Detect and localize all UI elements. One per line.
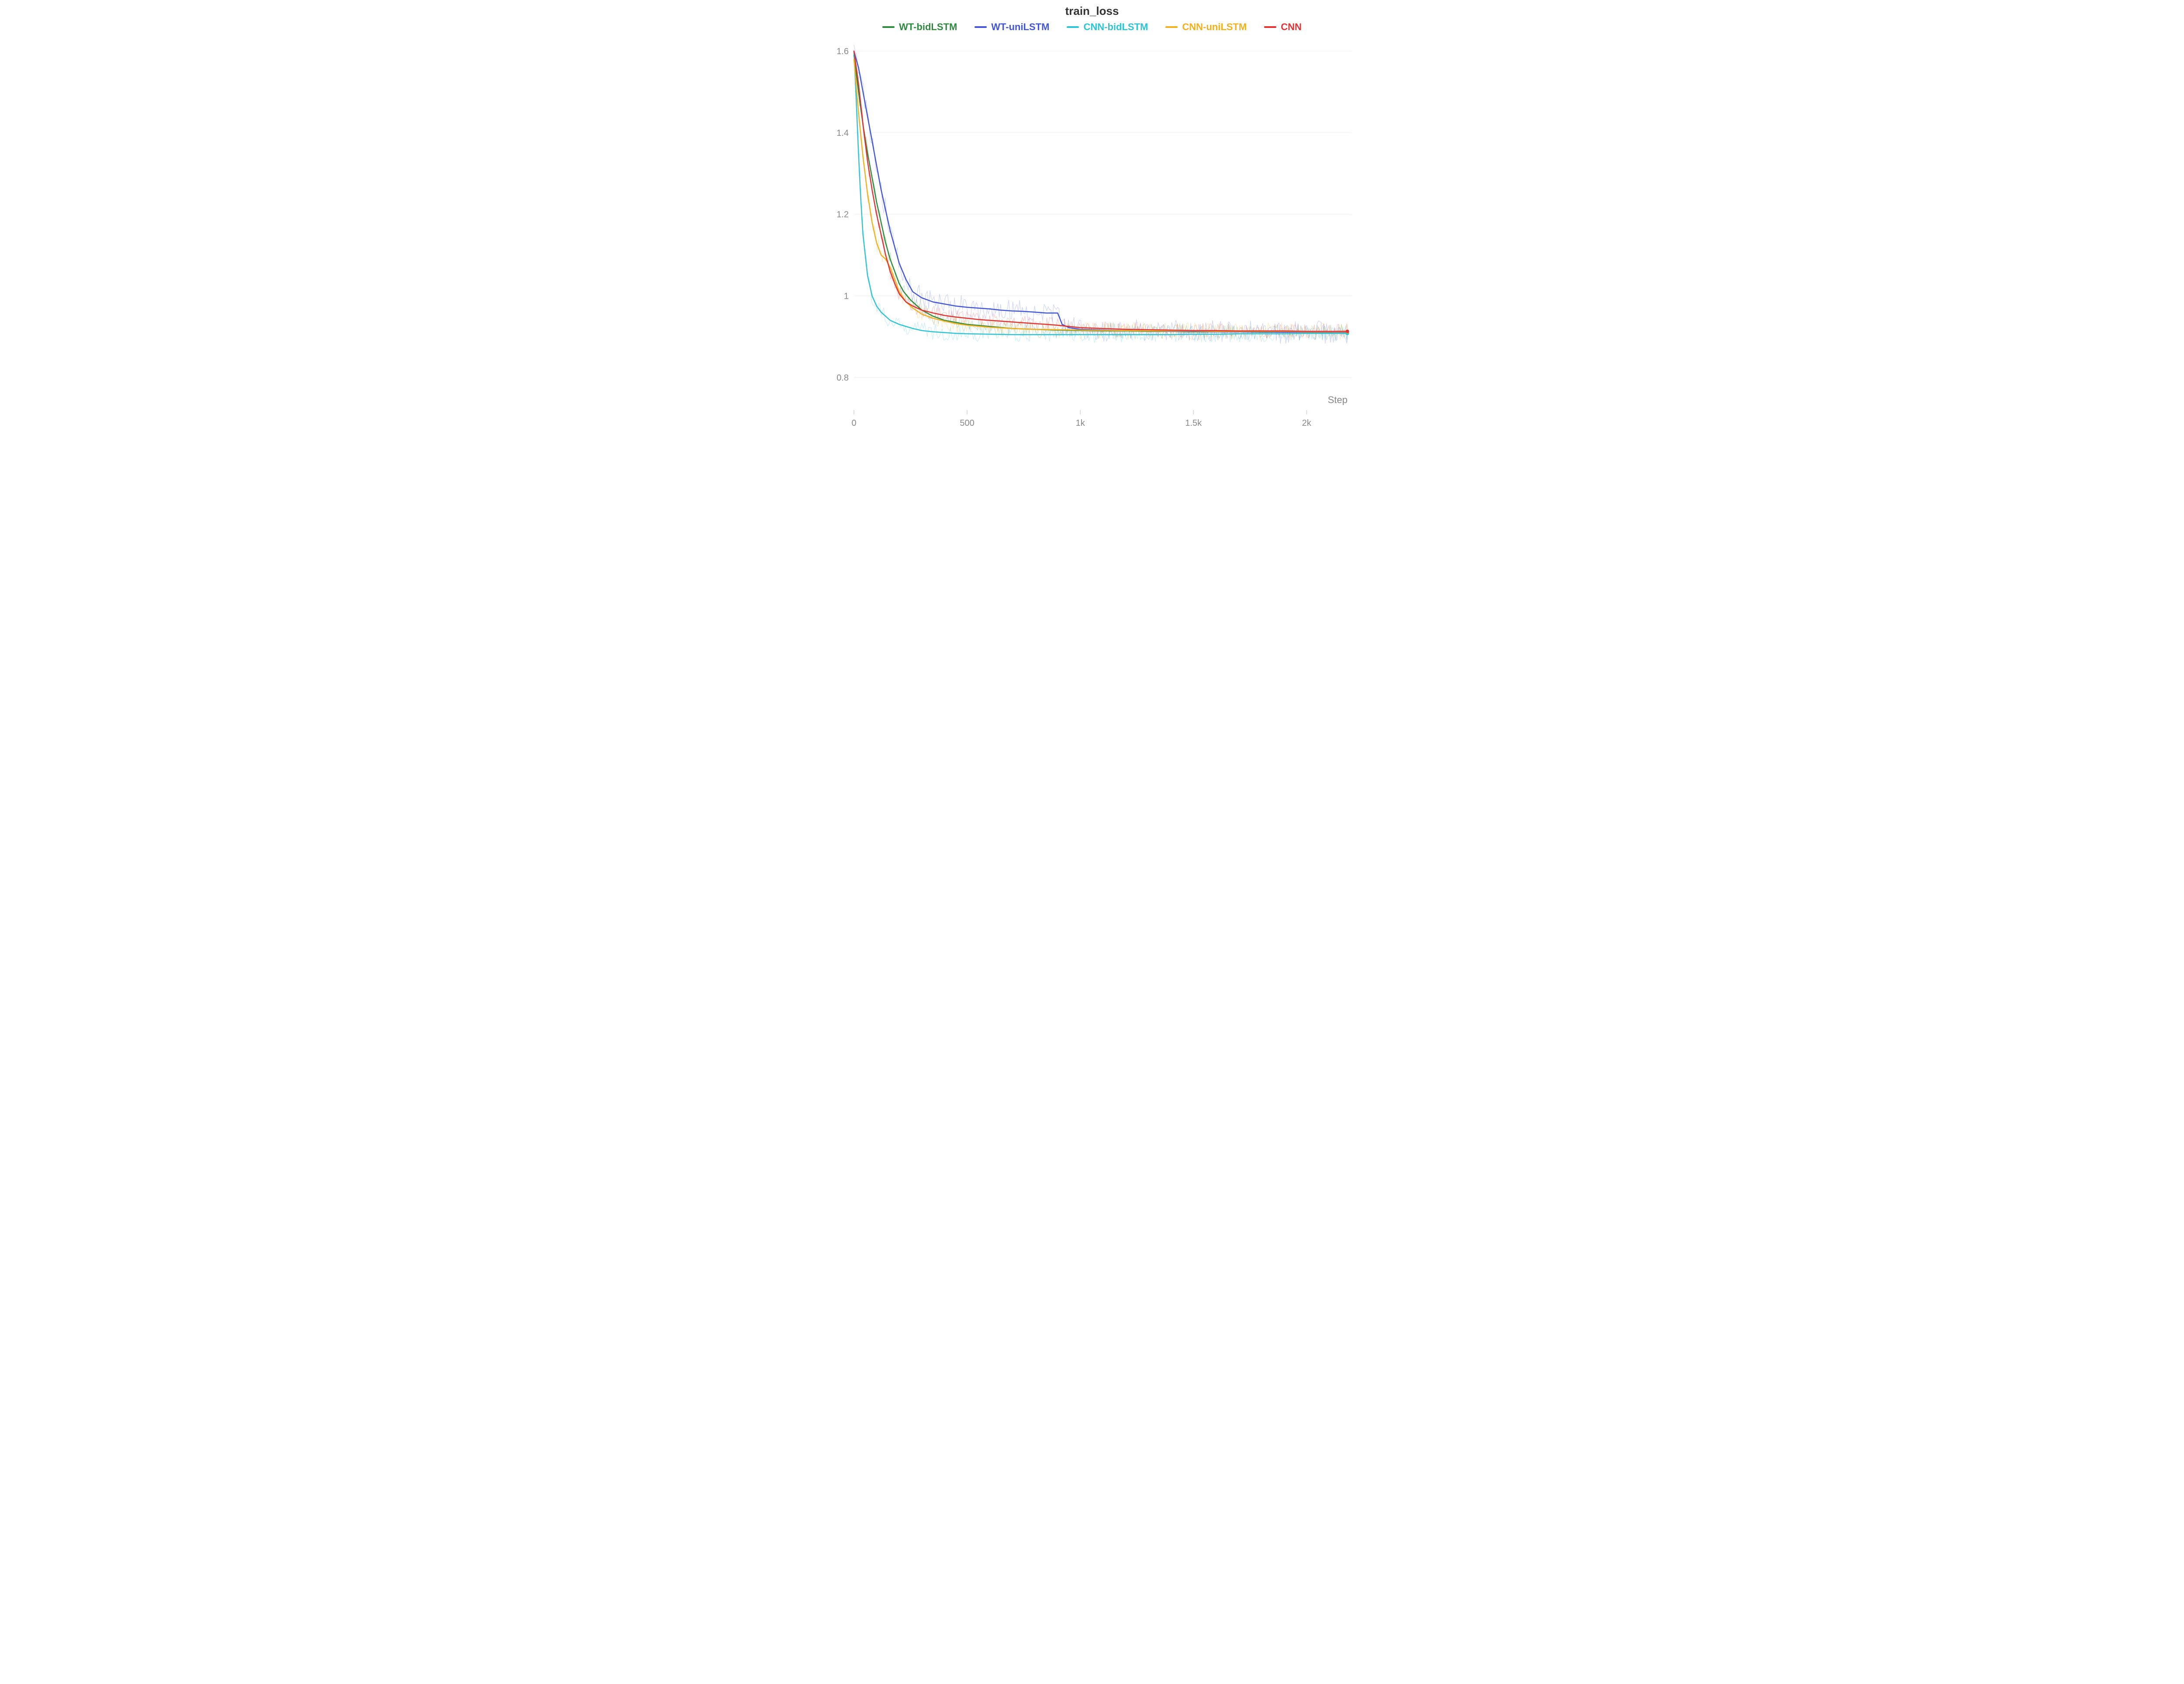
line-chart-svg: 0.8 1 1.2 1.4 1.6 0 500 1k 1.5k 2k Step <box>823 35 1361 445</box>
series-noise <box>854 45 1348 343</box>
chart-title: train_loss <box>823 4 1361 18</box>
legend-swatch <box>1264 26 1276 28</box>
y-tick-label: 1.4 <box>836 128 849 138</box>
x-tick-label: 500 <box>960 418 974 428</box>
y-tick-label: 1.2 <box>836 210 849 220</box>
legend-item[interactable]: WT-uniLSTM <box>975 21 1049 33</box>
x-tick-label: 1k <box>1076 418 1085 428</box>
legend-label: WT-uniLSTM <box>991 21 1049 33</box>
x-tick-label: 2k <box>1302 418 1312 428</box>
legend-item[interactable]: WT-bidLSTM <box>882 21 957 33</box>
legend-swatch <box>1067 26 1079 28</box>
legend-swatch <box>1165 26 1178 28</box>
y-tick-label: 0.8 <box>836 373 849 383</box>
legend-label: WT-bidLSTM <box>899 21 957 33</box>
train-loss-chart: train_loss WT-bidLSTM WT-uniLSTM CNN-bidLS… <box>823 0 1361 454</box>
legend-swatch <box>975 26 987 28</box>
series-line <box>854 51 1348 332</box>
series-noise <box>854 52 1348 338</box>
y-tick-label: 1.6 <box>836 47 849 56</box>
legend-label: CNN <box>1281 21 1302 33</box>
legend-item[interactable]: CNN-bidLSTM <box>1067 21 1148 33</box>
legend-label: CNN-uniLSTM <box>1182 21 1247 33</box>
x-axis-label: Step <box>1328 394 1348 405</box>
legend-swatch <box>882 26 895 28</box>
legend-label: CNN-bidLSTM <box>1083 21 1148 33</box>
legend-item[interactable]: CNN <box>1264 21 1302 33</box>
legend-item[interactable]: CNN-uniLSTM <box>1165 21 1247 33</box>
x-tick-label: 1.5k <box>1185 418 1202 428</box>
series-line <box>854 51 1348 331</box>
legend: WT-bidLSTM WT-uniLSTM CNN-bidLSTM CNN-uniLS… <box>823 21 1361 33</box>
series-line <box>854 51 1348 335</box>
y-tick-label: 1 <box>844 291 849 301</box>
series-end-marker <box>1346 330 1349 333</box>
series-line <box>854 59 1348 332</box>
x-tick-label: 0 <box>851 418 856 428</box>
series-line <box>854 55 1348 332</box>
